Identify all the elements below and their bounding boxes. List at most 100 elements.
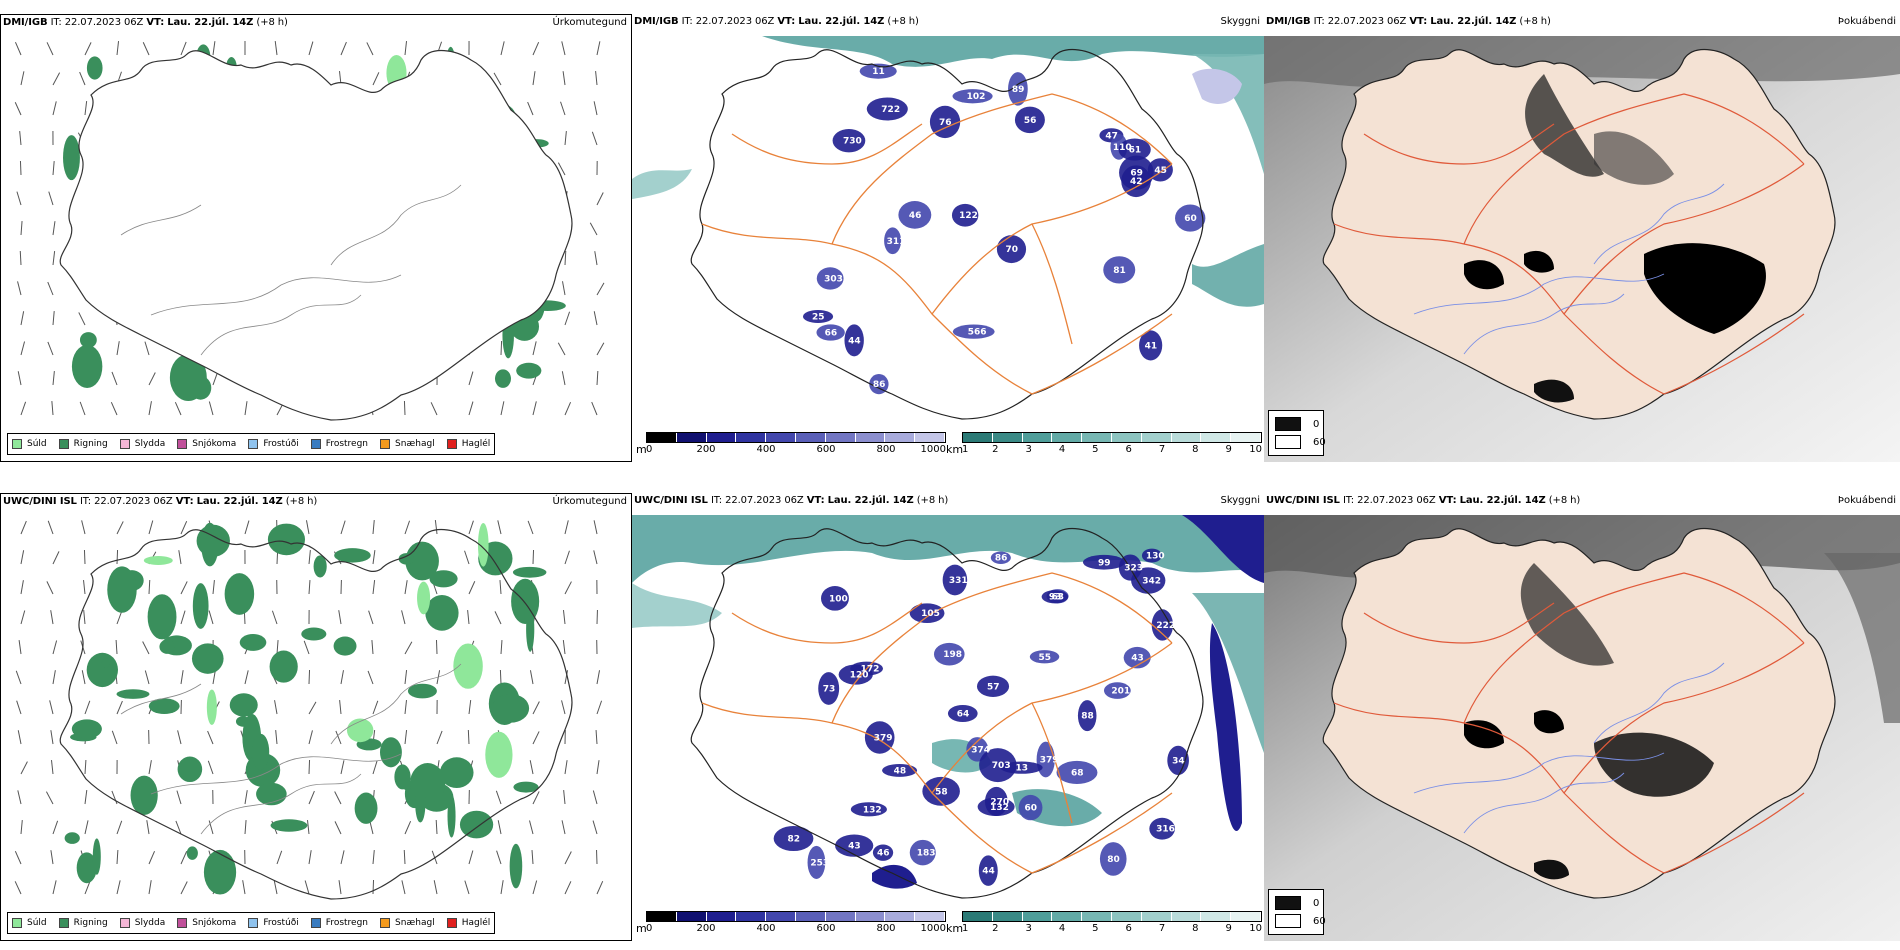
cloud-cell: [942, 564, 968, 596]
wind-barb: [180, 521, 188, 535]
precip-legend-item: Haglél: [446, 439, 490, 449]
precip-legend-item: Slydda: [119, 918, 165, 928]
precip-cell: [159, 639, 175, 654]
fog-legend-row: 60: [1275, 435, 1326, 449]
legend-label: Haglél: [461, 918, 491, 928]
cloud-base-value: 120: [850, 671, 869, 681]
fog-legend-row: 0: [1275, 896, 1319, 910]
header-bottom-fog: UWC/DINI ISL IT: 22.07.2023 06Z VT: Lau.…: [1266, 495, 1580, 506]
vt-label: VT:: [1438, 495, 1457, 506]
wind-barb: [527, 101, 534, 116]
wind-barb: [372, 550, 376, 565]
precip-cell: [116, 689, 150, 699]
cloud-base-value: 64: [957, 709, 970, 719]
wind-barb: [494, 611, 502, 625]
precip-cell: [453, 643, 483, 689]
it-value: 22.07.2023 06Z: [1357, 495, 1436, 506]
precip-cell: [425, 595, 459, 631]
precip-legend-item: Slydda: [119, 439, 165, 449]
colorbar-tick: 600: [816, 923, 836, 934]
colorbar-segment: [1231, 433, 1261, 442]
wind-barb: [532, 549, 535, 565]
wind-barb: [468, 700, 472, 715]
it-label: IT:: [50, 17, 62, 28]
colorbar-segment: [1231, 912, 1261, 921]
wind-barb: [564, 881, 572, 895]
cloud-cell: [818, 672, 840, 705]
cloud-unit: m: [636, 922, 647, 935]
wind-barb: [591, 401, 598, 416]
legend-label: Súld: [27, 918, 47, 928]
precip-map-bottom: [14, 519, 604, 900]
cloud-base-value: 60: [1184, 214, 1197, 224]
precip-cell: [101, 658, 110, 668]
wind-barb: [148, 401, 152, 416]
cloud-cell: [1141, 548, 1162, 563]
colorbar-tick: 0: [646, 444, 653, 455]
cloud-base-value: 58: [935, 787, 948, 797]
wind-barb: [532, 701, 540, 715]
wind-barb: [500, 401, 505, 416]
precip-cell: [169, 354, 207, 401]
vt-value: Lau. 22.júl. 14Z: [1459, 495, 1546, 506]
wind-barb: [496, 850, 502, 865]
cloud-cell: [869, 373, 889, 395]
wind-barb: [532, 341, 537, 356]
wind-barb: [48, 191, 54, 206]
wind-barb: [49, 700, 54, 715]
wind-barb: [404, 820, 412, 835]
legend-label: Snjókoma: [192, 918, 237, 928]
cloud-base-value: 68: [1071, 768, 1084, 778]
legend-swatch: [58, 918, 69, 928]
vt-value: Lau. 22.júl. 14Z: [167, 17, 254, 28]
wind-barb: [372, 879, 375, 895]
cloud-cell: [1082, 554, 1125, 570]
precip-cell: [267, 523, 306, 556]
wind-barb: [16, 191, 22, 206]
vt-label: VT:: [146, 17, 165, 28]
colorbar-segment: [992, 433, 1023, 442]
wind-barb: [19, 160, 22, 176]
wind-barb: [142, 641, 150, 655]
cloud-cell: [1175, 204, 1206, 232]
wind-barb: [500, 41, 505, 56]
wind-barb: [52, 101, 57, 116]
precip-cell: [334, 548, 371, 563]
legend-label: Frostúði: [263, 918, 299, 928]
colorbar-segment: [1111, 433, 1142, 442]
cloud-base-value: 132: [863, 805, 882, 815]
wind-barb: [404, 700, 407, 715]
colorbar-tick: 1: [962, 444, 969, 455]
wind-barb: [403, 400, 406, 416]
wind-barb: [146, 820, 150, 835]
wind-barb: [51, 401, 54, 416]
wind-barb: [340, 760, 345, 775]
cloud-cell: [977, 797, 1015, 817]
wind-barb: [83, 580, 86, 595]
wind-barb: [52, 820, 59, 835]
header-top-fog: DMI/IGB IT: 22.07.2023 06Z VT: Lau. 22.j…: [1266, 16, 1551, 27]
wind-barb: [212, 41, 216, 56]
wind-barb: [596, 41, 601, 56]
legend-swatch: [12, 918, 22, 928]
colorbar-segment: [736, 433, 767, 442]
colorbar-segment: [992, 912, 1023, 921]
header-top-precip: DMI/IGB IT: 22.07.2023 06Z VT: Lau. 22.j…: [3, 17, 288, 28]
wind-barb: [20, 820, 23, 835]
wind-barb: [148, 520, 154, 535]
colorbar-segment: [1082, 433, 1112, 442]
cloud-cell: [807, 845, 826, 879]
wind-barb: [20, 341, 26, 356]
wind-barb: [372, 760, 378, 775]
colorbar-tick: 200: [696, 444, 716, 455]
wind-barb: [595, 71, 598, 86]
wind-barb: [111, 371, 118, 386]
precip-legend-item: Súld: [12, 439, 47, 449]
fog-panel-top: DMI/IGB IT: 22.07.2023 06Z VT: Lau. 22.j…: [1264, 14, 1900, 462]
wind-barb: [596, 370, 599, 386]
wind-barb: [340, 41, 347, 56]
precip-legend-item: Snjókoma: [177, 439, 236, 449]
wind-barb: [79, 401, 86, 416]
cloud-cell: [816, 267, 844, 290]
precip-cell: [516, 362, 542, 379]
